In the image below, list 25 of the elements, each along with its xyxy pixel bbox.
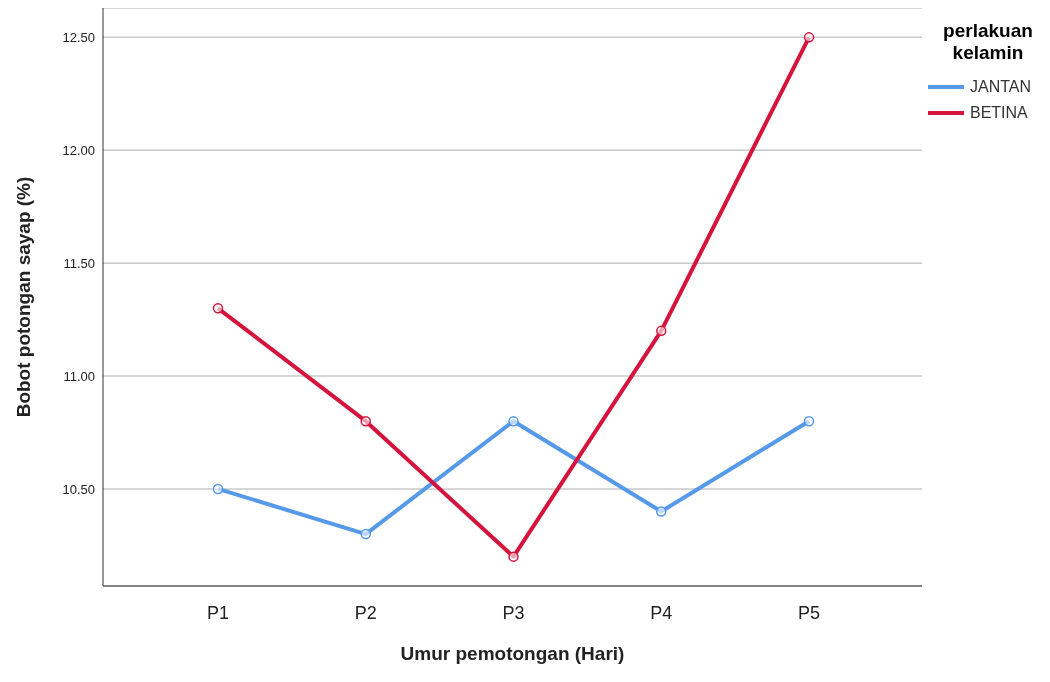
point [360,415,371,427]
legend-label: JANTAN [970,78,1032,96]
y-tick-label: 12.00 [62,142,95,158]
x-tick-label: P2 [354,602,377,623]
y-tick-label: 11.50 [63,255,95,271]
point [212,483,224,495]
y-tick-label: 10.50 [62,481,95,497]
x-tick-label: P1 [206,602,230,623]
point [212,303,224,314]
point [803,415,815,427]
legend-title: perlakuan kelamin [942,20,1034,64]
x-tick-label: P3 [502,602,525,623]
point [360,528,371,540]
y-tick-label: 11.00 [63,368,95,384]
legend-label: BETINA [970,104,1028,122]
y-tick-label: 12.50 [62,29,95,45]
x-axis-title: Umur pemotongan (Hari) [400,643,625,664]
point [508,551,519,562]
y-axis-title: Bobot potongan sayap (%) [12,176,34,418]
point [803,32,815,43]
point [508,415,519,427]
x-tick-label: P4 [650,602,673,623]
point [656,325,667,337]
point [656,506,667,517]
x-tick-label: P5 [797,602,821,623]
